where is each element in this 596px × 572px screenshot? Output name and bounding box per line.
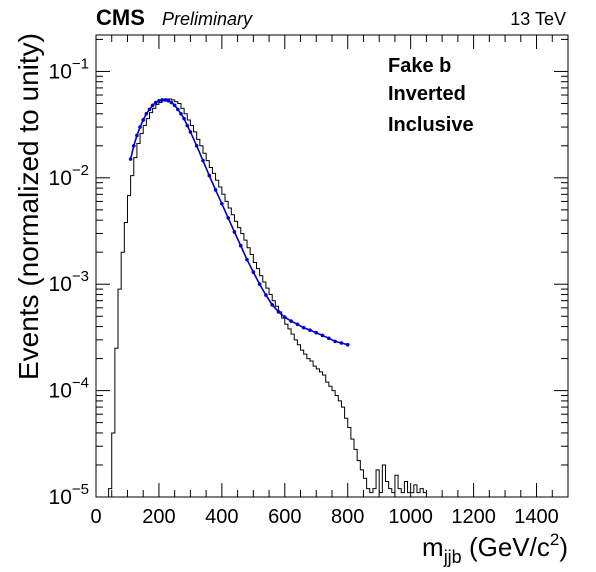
- fit-point: [154, 101, 158, 105]
- x-tick-label: 1000: [388, 506, 433, 528]
- annotation-inverted: Inverted: [388, 83, 466, 105]
- x-tick-label: 1400: [514, 506, 559, 528]
- fit-point: [252, 270, 256, 274]
- x-tick-label: 400: [205, 506, 238, 528]
- fit-point: [277, 310, 281, 314]
- fit-point: [226, 216, 230, 220]
- fit-point: [176, 108, 180, 112]
- fit-point: [201, 159, 205, 163]
- fit-point: [264, 293, 268, 297]
- x-tick-label: 800: [331, 506, 364, 528]
- annotation-fake-b: Fake b: [388, 55, 451, 77]
- y-tick-label: 10−3: [49, 268, 89, 296]
- fit-point: [258, 282, 262, 286]
- x-tick-label: 600: [268, 506, 301, 528]
- fit-point: [283, 315, 287, 319]
- fit-point: [340, 341, 344, 345]
- fit-point: [185, 124, 189, 128]
- fit-point: [163, 98, 167, 102]
- fit-point: [327, 337, 331, 341]
- fit-point: [321, 334, 325, 338]
- fit-point: [189, 130, 193, 134]
- fit-point: [160, 98, 164, 102]
- plot-frame: [96, 35, 568, 497]
- x-axis-title: mjjb (GeV/c2): [422, 530, 568, 567]
- fit-point: [207, 174, 211, 178]
- fit-point: [314, 331, 318, 335]
- fit-point: [148, 108, 152, 112]
- fit-point: [214, 188, 218, 192]
- fit-point: [182, 117, 186, 121]
- fit-point: [141, 118, 145, 122]
- fit-point: [233, 230, 237, 234]
- fit-point: [138, 125, 142, 129]
- y-tick-label: 10−4: [49, 375, 89, 403]
- x-tick-label: 0: [90, 506, 101, 528]
- fit-point: [167, 99, 171, 103]
- y-tick-label: 10−5: [49, 481, 89, 509]
- fit-point: [135, 134, 139, 138]
- x-tick-label: 200: [142, 506, 175, 528]
- fit-point: [129, 157, 133, 161]
- x-tick-label: 1200: [451, 506, 496, 528]
- fit-point: [195, 144, 199, 148]
- fit-point: [173, 104, 177, 108]
- fit-point: [289, 319, 293, 323]
- fit-point: [157, 99, 161, 103]
- fit-point: [132, 144, 136, 148]
- fit-point: [346, 343, 350, 347]
- preliminary-label: Preliminary: [162, 9, 253, 29]
- cms-label: CMS: [96, 5, 145, 30]
- fit-point: [333, 340, 337, 344]
- fit-point: [296, 322, 300, 326]
- fit-point: [270, 303, 274, 307]
- fit-point: [220, 202, 224, 206]
- fit-point: [245, 258, 249, 262]
- fit-point: [308, 328, 312, 332]
- fit-point: [179, 112, 183, 116]
- y-tick-label: 10−2: [49, 162, 89, 190]
- fit-point: [170, 101, 174, 105]
- annotation-inclusive: Inclusive: [388, 114, 474, 136]
- fit-point: [239, 244, 243, 248]
- y-axis-title: Events (normalized to unity): [13, 33, 44, 380]
- fit-point: [151, 104, 155, 108]
- y-tick-label: 10−1: [49, 55, 89, 83]
- fit-point: [302, 326, 306, 330]
- fit-curve: [131, 100, 348, 345]
- fit-point: [145, 112, 149, 116]
- energy-label: 13 TeV: [510, 9, 566, 29]
